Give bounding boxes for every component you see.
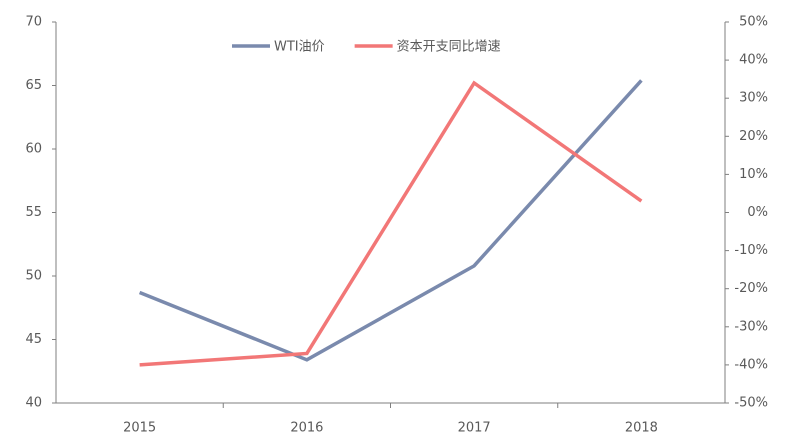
- legend-label: WTI油价: [274, 40, 325, 55]
- y2-tick-label: 0%: [747, 205, 768, 220]
- y-tick-label: 70: [25, 15, 42, 30]
- x-tick-label: 2015: [123, 421, 156, 436]
- y-tick-label: 65: [25, 78, 42, 93]
- legend-label: 资本开支同比增速: [397, 40, 501, 55]
- x-tick-label: 2017: [458, 421, 491, 436]
- y2-tick-label: 40%: [739, 53, 768, 68]
- y2-tick-label: -10%: [734, 243, 768, 258]
- y2-tick-label: -20%: [734, 281, 768, 296]
- series-line: [138, 79, 643, 362]
- y-tick-label: 50: [25, 269, 42, 284]
- x-tick-label: 2016: [290, 421, 323, 436]
- y2-tick-label: 50%: [739, 15, 768, 30]
- y2-tick-label: 20%: [739, 129, 768, 144]
- y2-tick-label: 10%: [739, 167, 768, 182]
- y-tick-label: 55: [25, 205, 42, 220]
- x-tick-label: 2018: [625, 421, 658, 436]
- y-tick-label: 60: [25, 142, 42, 157]
- y2-tick-label: -30%: [734, 319, 768, 334]
- series-line: [139, 80, 643, 367]
- y2-tick-label: 30%: [739, 91, 768, 106]
- y2-tick-label: -50%: [734, 396, 768, 411]
- y-tick-label: 40: [25, 396, 42, 411]
- y2-tick-label: -40%: [734, 357, 768, 372]
- y-tick-label: 45: [25, 332, 42, 347]
